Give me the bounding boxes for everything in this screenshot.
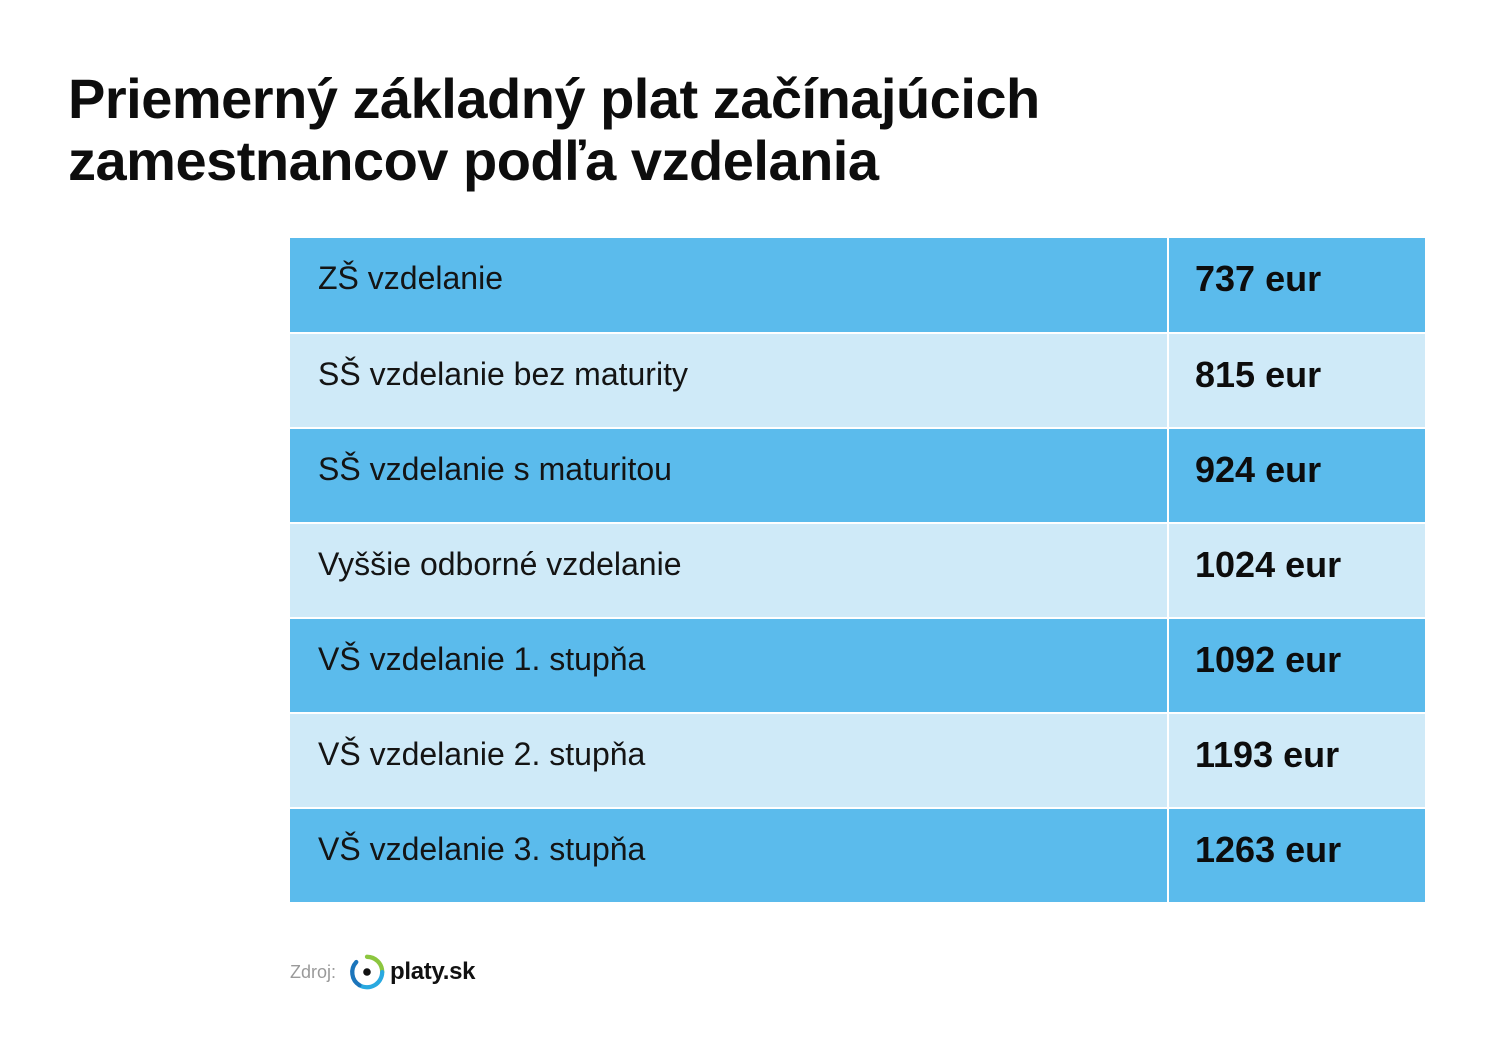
table-row: Vyššie odborné vzdelanie 1024 eur	[290, 523, 1425, 619]
education-level-label: VŠ vzdelanie 2. stupňa	[290, 713, 1169, 809]
education-level-label: SŠ vzdelanie s maturitou	[290, 428, 1169, 524]
education-level-label: ZŠ vzdelanie	[290, 238, 1169, 334]
education-level-label: Vyššie odborné vzdelanie	[290, 523, 1169, 619]
source-label: Zdroj:	[290, 961, 337, 982]
title-line-1: Priemerný základný plat začínajúcich	[68, 67, 1040, 130]
table-row: VŠ vzdelanie 3. stupňa 1263 eur	[290, 808, 1425, 904]
platy-logo-text: platy.sk	[390, 958, 476, 985]
platy-logo-icon	[350, 954, 385, 990]
table-row: VŠ vzdelanie 2. stupňa 1193 eur	[290, 713, 1425, 809]
source-attribution: Zdroj: platy.sk	[290, 950, 476, 994]
education-level-label: SŠ vzdelanie bez maturity	[290, 333, 1169, 429]
salary-table-body: ZŠ vzdelanie 737 eur SŠ vzdelanie bez matu…	[290, 238, 1425, 904]
salary-value: 924 eur	[1168, 428, 1425, 524]
page-title: Priemerný základný plat začínajúcich zam…	[68, 68, 1268, 192]
table-row: VŠ vzdelanie 1. stupňa 1092 eur	[290, 618, 1425, 714]
salary-value: 1193 eur	[1168, 713, 1425, 809]
title-line-2: zamestnancov podľa vzdelania	[68, 129, 879, 192]
table-row: SŠ vzdelanie s maturitou 924 eur	[290, 428, 1425, 524]
table-row: ZŠ vzdelanie 737 eur	[290, 238, 1425, 334]
salary-value: 737 eur	[1168, 238, 1425, 334]
salary-value: 1024 eur	[1168, 523, 1425, 619]
salary-table-container: ZŠ vzdelanie 737 eur SŠ vzdelanie bez matu…	[290, 238, 1425, 904]
salary-value: 1263 eur	[1168, 808, 1425, 904]
salary-value: 815 eur	[1168, 333, 1425, 429]
education-level-label: VŠ vzdelanie 3. stupňa	[290, 808, 1169, 904]
salary-value: 1092 eur	[1168, 618, 1425, 714]
salary-table: ZŠ vzdelanie 737 eur SŠ vzdelanie bez matu…	[290, 238, 1425, 904]
education-level-label: VŠ vzdelanie 1. stupňa	[290, 618, 1169, 714]
table-row: SŠ vzdelanie bez maturity 815 eur	[290, 333, 1425, 429]
